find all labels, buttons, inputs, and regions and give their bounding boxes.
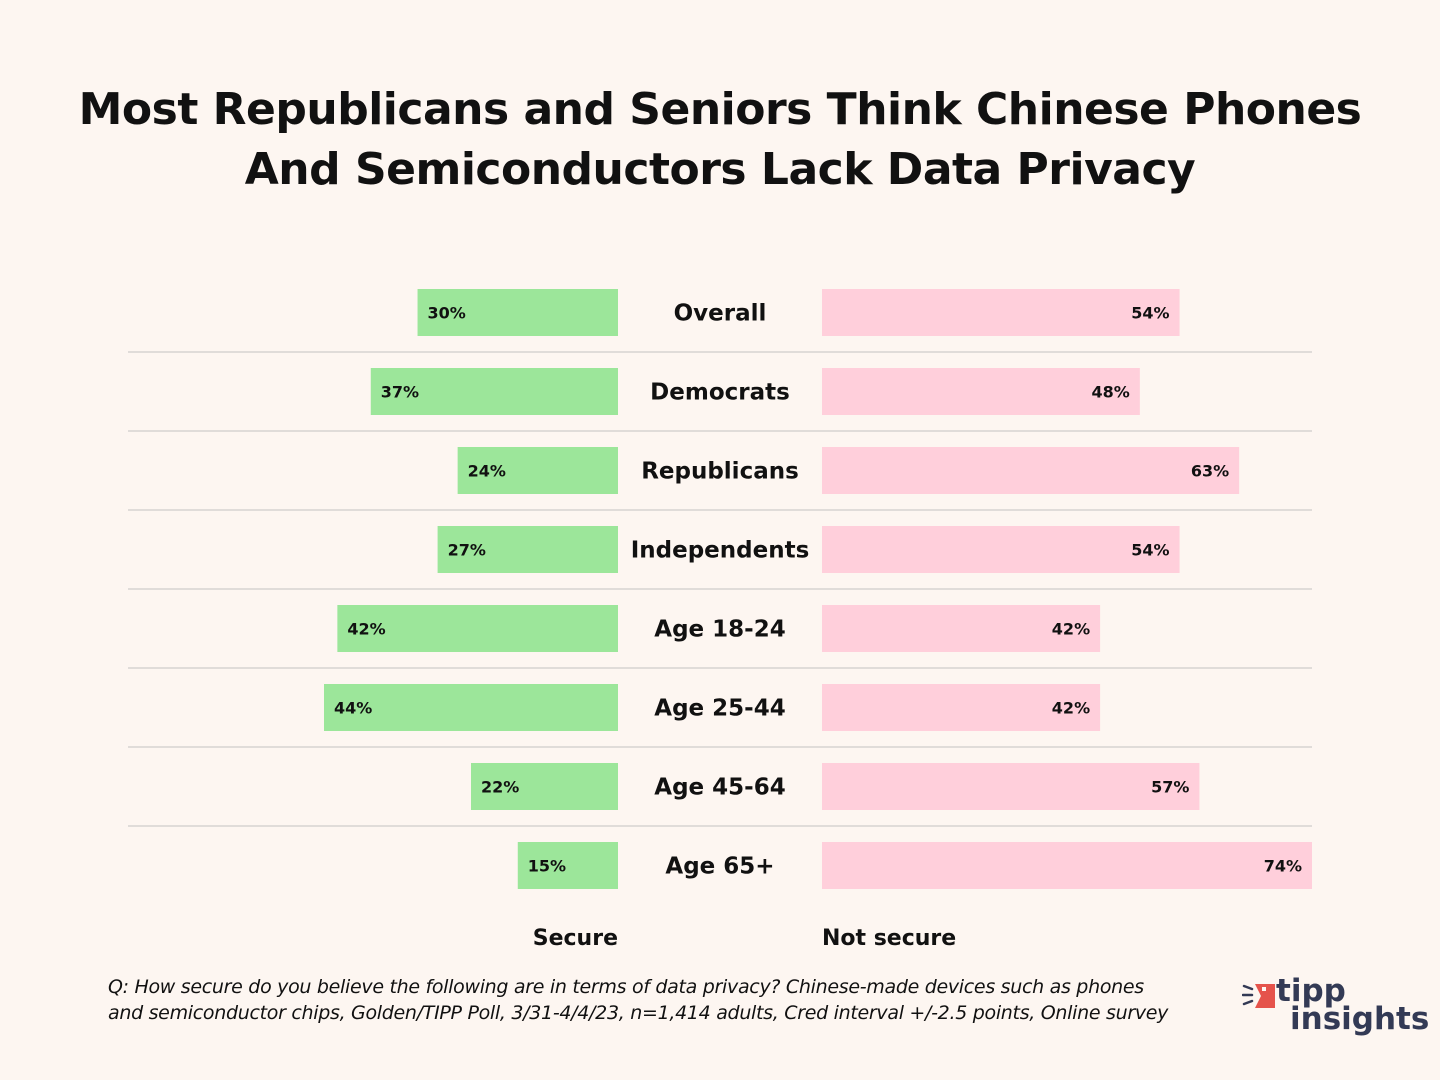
bar-label-not-secure-overall: 54% [1131,304,1169,323]
logo-megaphone-icon [1242,984,1275,1008]
bar-secure-republicans [457,447,618,494]
category-label-democrats: Democrats [650,380,790,406]
category-label-republicans: Republicans [641,459,799,485]
bar-label-secure-age-18-24: 42% [347,620,385,639]
bar-not-secure-age-45-64 [822,763,1200,810]
bar-secure-overall [417,289,618,336]
category-label-overall: Overall [674,301,767,327]
bar-label-not-secure-age-18-24: 42% [1052,620,1090,639]
bar-secure-democrats [370,368,618,415]
category-label-age-25-44: Age 25-44 [654,696,785,722]
bar-not-secure-age-18-24 [822,605,1101,652]
bar-label-secure-age-25-44: 44% [334,699,372,718]
series-label-not-secure: Not secure [822,926,957,951]
bar-label-not-secure-age-45-64: 57% [1151,778,1189,797]
bar-secure-age-65- [517,842,618,889]
bar-not-secure-democrats [822,368,1140,415]
category-label-independents: Independents [631,538,810,564]
bar-label-secure-independents: 27% [448,541,486,560]
chart-title: Most Republicans and Seniors Think Chine… [0,80,1440,200]
bar-secure-age-25-44 [324,684,618,731]
series-label-secure: Secure [532,926,618,951]
bar-label-secure-age-45-64: 22% [481,778,519,797]
bar-label-not-secure-independents: 54% [1131,541,1169,560]
bar-label-secure-republicans: 24% [468,462,506,481]
bar-not-secure-independents [822,526,1180,573]
bar-secure-independents [437,526,618,573]
bar-label-secure-overall: 30% [428,304,466,323]
bar-secure-age-45-64 [471,763,618,810]
chart-title-line-2: And Semiconductors Lack Data Privacy [244,144,1196,195]
bar-label-secure-democrats: 37% [381,383,419,402]
bar-not-secure-age-25-44 [822,684,1101,731]
bar-label-not-secure-age-25-44: 42% [1052,699,1090,718]
bar-label-secure-age-65-: 15% [528,857,566,876]
bar-not-secure-republicans [822,447,1240,494]
tipp-insights-logo: tipp insights [1242,973,1430,1038]
logo-text-insights: insights [1290,1001,1430,1037]
footnote: Q: How secure do you believe the followi… [108,974,1248,1026]
bar-label-not-secure-age-65-: 74% [1264,857,1302,876]
category-label-age-18-24: Age 18-24 [654,617,785,643]
category-label-age-65-: Age 65+ [665,854,774,880]
bar-label-not-secure-republicans: 63% [1191,462,1229,481]
footnote-line-1: Q: How secure do you believe the followi… [108,976,1144,998]
bar-not-secure-age-65- [822,842,1312,889]
bar-label-not-secure-democrats: 48% [1092,383,1130,402]
chart-title-line-1: Most Republicans and Seniors Think Chine… [78,84,1362,135]
footnote-line-2: and semiconductor chips, Golden/TIPP Pol… [108,1002,1169,1024]
category-label-age-45-64: Age 45-64 [654,775,785,801]
bar-not-secure-overall [822,289,1180,336]
logo-text-tipp: tipp [1276,973,1346,1009]
bar-secure-age-18-24 [337,605,618,652]
